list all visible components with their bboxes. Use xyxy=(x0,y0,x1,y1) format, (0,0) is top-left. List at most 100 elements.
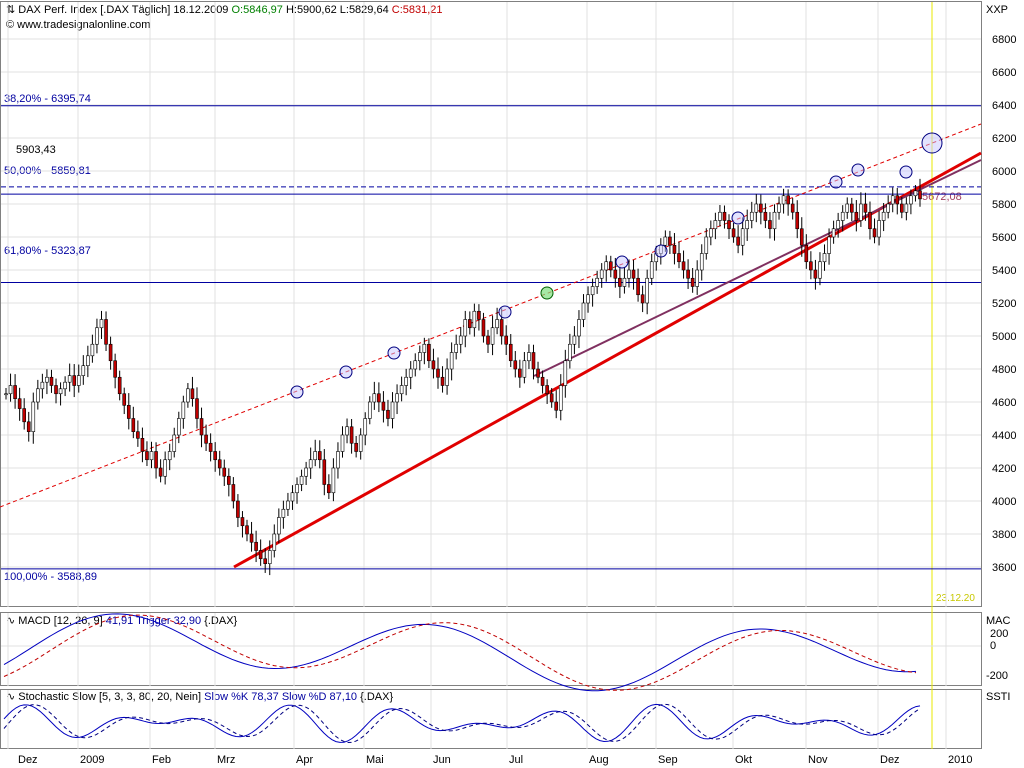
candle-body xyxy=(86,355,90,366)
candle-body xyxy=(649,261,654,279)
ohlc-close: C:5831,21 xyxy=(391,4,443,16)
candle-body xyxy=(95,327,99,345)
menu-icon[interactable]: ⇅ xyxy=(6,4,16,16)
candle-body xyxy=(13,385,17,399)
candle-body xyxy=(831,228,836,238)
macd-symbol: {.DAX} xyxy=(204,615,238,627)
ohlc-high: H:5900,62 xyxy=(285,4,337,16)
candle-body xyxy=(408,368,413,378)
candle-body xyxy=(881,211,886,221)
candle-body xyxy=(195,398,199,419)
candle-body xyxy=(367,401,372,419)
candle-body xyxy=(163,459,167,477)
candle-body xyxy=(640,294,645,304)
candle-body xyxy=(545,385,549,395)
marker-circle xyxy=(498,305,512,319)
candle-body xyxy=(8,385,13,395)
candle-body xyxy=(72,375,77,386)
y-tick-label: 4600 xyxy=(992,397,1016,409)
candle-body xyxy=(631,269,636,279)
chart-title: DAX Perf. Index [.DAX Täglich] xyxy=(18,4,171,16)
candle-body xyxy=(158,467,163,477)
candle-body xyxy=(277,517,281,535)
candle-body xyxy=(486,335,490,345)
marker-circle xyxy=(829,175,843,189)
stoch-title: Stochastic Slow [5, 3, 3, 80, 20, Nein] xyxy=(18,691,202,703)
y-tick-label: 6000 xyxy=(992,166,1016,178)
candle-body xyxy=(358,434,363,452)
candle-body xyxy=(636,277,640,296)
candle-body xyxy=(404,376,408,386)
candle-body xyxy=(868,211,872,230)
macd-header: ∿ MACD [12, 26, 9] 41,91 Trigger 32,90 {… xyxy=(6,615,237,627)
candle-body xyxy=(204,434,208,444)
candle-body xyxy=(499,319,504,337)
candle-body xyxy=(290,492,295,502)
candle-body xyxy=(304,467,308,477)
candle-body xyxy=(217,459,222,469)
candle-body xyxy=(918,190,922,200)
candle-body xyxy=(754,203,759,213)
candle-body xyxy=(299,475,304,485)
candle-body xyxy=(704,236,709,254)
candle-body xyxy=(418,352,422,362)
candle-body xyxy=(249,533,254,543)
candle-body xyxy=(154,451,158,469)
candle-body xyxy=(336,451,340,469)
y-tick-label: 3800 xyxy=(992,529,1016,541)
candle-body xyxy=(890,195,895,205)
candle-body xyxy=(531,352,536,370)
marker-circle xyxy=(387,346,401,360)
candle-body xyxy=(872,228,877,238)
month-label: Dez xyxy=(880,754,900,766)
candle-body xyxy=(413,360,418,370)
candle-body xyxy=(713,220,718,230)
candle-body xyxy=(568,343,572,362)
candle-body xyxy=(117,376,122,395)
month-label: Dez xyxy=(18,754,38,766)
candle-body xyxy=(372,393,377,403)
price-axis-code: XXP xyxy=(986,4,1009,16)
candle-body xyxy=(36,388,40,403)
macd-line xyxy=(3,613,917,692)
candle-body xyxy=(513,360,518,370)
candle-body xyxy=(527,352,531,362)
candle-body xyxy=(627,269,631,279)
candle-body xyxy=(822,253,827,263)
candle-body xyxy=(240,517,245,527)
candle-body xyxy=(699,253,704,271)
candle-body xyxy=(804,244,809,263)
candle-body xyxy=(26,421,31,432)
y-tick-label: 4800 xyxy=(992,364,1016,376)
y-tick-label: 4000 xyxy=(992,496,1016,508)
candle-body xyxy=(759,203,763,213)
candle-body xyxy=(677,253,681,263)
candle-body xyxy=(458,335,463,345)
candle-body xyxy=(668,236,672,246)
candle-body xyxy=(522,360,527,378)
candle-body xyxy=(472,310,477,329)
candle-body xyxy=(686,269,690,279)
candle-body xyxy=(786,195,790,205)
candle-body xyxy=(563,360,568,386)
stoch-panel-frame xyxy=(0,689,982,749)
candle-body xyxy=(167,451,172,461)
candle-body xyxy=(190,388,195,399)
candle-body xyxy=(4,393,8,396)
marker-circle xyxy=(851,163,865,177)
candle-body xyxy=(608,261,613,271)
marker-circle xyxy=(290,385,304,399)
y-tick-label: 4200 xyxy=(992,463,1016,475)
candle-body xyxy=(122,393,127,406)
stoch-d: Slow %D 87,10 xyxy=(281,691,358,703)
candle-body xyxy=(17,398,22,409)
candle-body xyxy=(363,418,368,436)
stoch-axis-code: SSTI xyxy=(986,691,1011,703)
candle-body xyxy=(22,408,26,423)
candle-body xyxy=(431,360,436,370)
candle-body xyxy=(581,302,586,320)
candle-body xyxy=(386,409,390,419)
candle-body xyxy=(322,459,327,485)
candle-body xyxy=(308,459,313,469)
